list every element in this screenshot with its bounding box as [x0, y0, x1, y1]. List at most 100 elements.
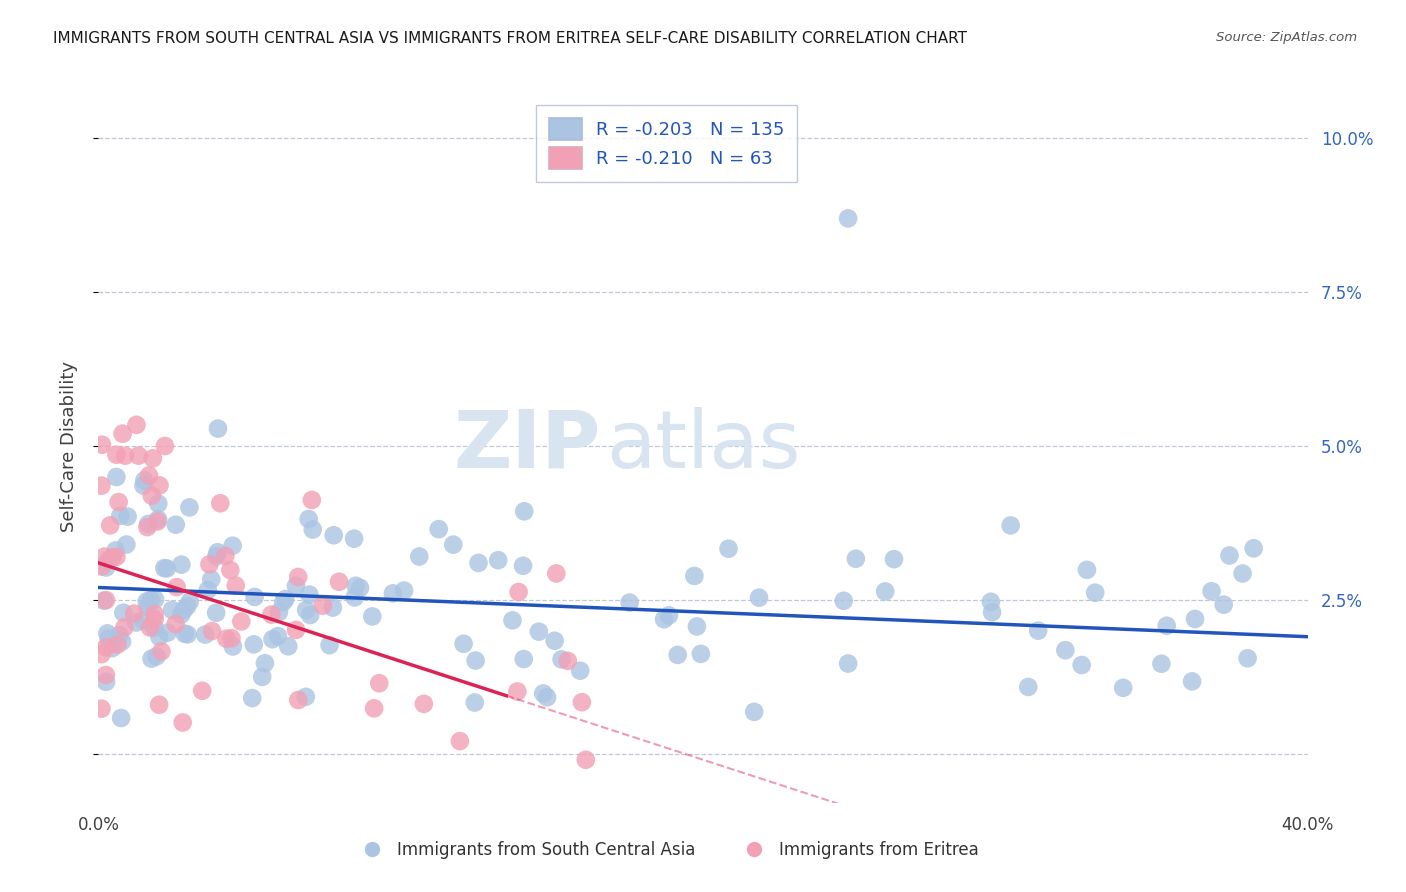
Point	[101, 641, 124, 656]
Point	[571, 695, 593, 709]
Point	[207, 545, 229, 559]
Point	[1232, 566, 1254, 581]
Point	[150, 644, 173, 658]
Point	[143, 592, 166, 607]
Point	[262, 632, 284, 647]
Point	[285, 579, 308, 593]
Point	[260, 607, 283, 622]
Point	[508, 585, 530, 599]
Point	[105, 549, 128, 564]
Point	[486, 553, 509, 567]
Point	[250, 670, 273, 684]
Point	[231, 615, 253, 629]
Point	[132, 478, 155, 492]
Point	[845, 551, 868, 566]
Point	[153, 439, 176, 453]
Point	[449, 734, 471, 748]
Point	[122, 607, 145, 621]
Point	[105, 638, 128, 652]
Point	[165, 517, 187, 532]
Point	[94, 674, 117, 689]
Legend: Immigrants from South Central Asia, Immigrants from Eritrea: Immigrants from South Central Asia, Immi…	[349, 835, 986, 866]
Point	[298, 512, 321, 526]
Point	[277, 640, 299, 654]
Text: Source: ZipAtlas.com: Source: ZipAtlas.com	[1216, 31, 1357, 45]
Point	[94, 640, 117, 655]
Point	[1026, 624, 1049, 638]
Point	[104, 543, 127, 558]
Point	[90, 701, 112, 715]
Point	[686, 619, 709, 633]
Point	[441, 538, 464, 552]
Point	[666, 648, 689, 662]
Point	[344, 579, 367, 593]
Point	[271, 595, 294, 609]
Point	[1156, 619, 1178, 633]
Point	[215, 632, 238, 646]
Point	[114, 449, 136, 463]
Point	[1017, 680, 1039, 694]
Point	[90, 559, 112, 574]
Point	[179, 595, 201, 609]
Point	[748, 591, 770, 605]
Point	[214, 549, 236, 563]
Point	[166, 580, 188, 594]
Point	[176, 599, 198, 614]
Point	[427, 522, 450, 536]
Point	[222, 640, 245, 654]
Point	[658, 608, 681, 623]
Point	[464, 654, 486, 668]
Point	[980, 595, 1002, 609]
Point	[94, 668, 117, 682]
Point	[96, 626, 118, 640]
Point	[205, 606, 228, 620]
Point	[689, 647, 711, 661]
Point	[221, 631, 243, 645]
Point	[170, 558, 193, 572]
Point	[90, 647, 112, 661]
Point	[557, 654, 579, 668]
Point	[141, 651, 163, 665]
Point	[1150, 657, 1173, 671]
Point	[467, 556, 489, 570]
Point	[512, 558, 534, 573]
Point	[294, 690, 316, 704]
Point	[527, 624, 550, 639]
Point	[381, 586, 404, 600]
Point	[981, 605, 1004, 619]
Point	[550, 652, 572, 666]
Point	[145, 649, 167, 664]
Point	[569, 664, 592, 678]
Point	[322, 528, 344, 542]
Point	[619, 596, 641, 610]
Point	[408, 549, 430, 564]
Point	[136, 520, 159, 534]
Point	[173, 626, 195, 640]
Point	[312, 599, 335, 613]
Point	[153, 561, 176, 575]
Point	[148, 630, 170, 644]
Point	[125, 615, 148, 630]
Point	[128, 449, 150, 463]
Point	[143, 621, 166, 635]
Point	[172, 715, 194, 730]
Point	[200, 572, 222, 586]
Point	[1000, 518, 1022, 533]
Point	[318, 638, 340, 652]
Point	[110, 508, 132, 523]
Point	[1076, 563, 1098, 577]
Point	[105, 448, 128, 462]
Point	[136, 600, 159, 615]
Point	[652, 612, 675, 626]
Point	[349, 581, 371, 595]
Point	[138, 468, 160, 483]
Point	[1070, 658, 1092, 673]
Point	[101, 550, 124, 565]
Point	[146, 515, 169, 529]
Point	[96, 560, 118, 574]
Point	[883, 552, 905, 566]
Point	[546, 566, 568, 581]
Point	[301, 523, 323, 537]
Point	[1112, 681, 1135, 695]
Text: IMMIGRANTS FROM SOUTH CENTRAL ASIA VS IMMIGRANTS FROM ERITREA SELF-CARE DISABILI: IMMIGRANTS FROM SOUTH CENTRAL ASIA VS IM…	[53, 31, 967, 46]
